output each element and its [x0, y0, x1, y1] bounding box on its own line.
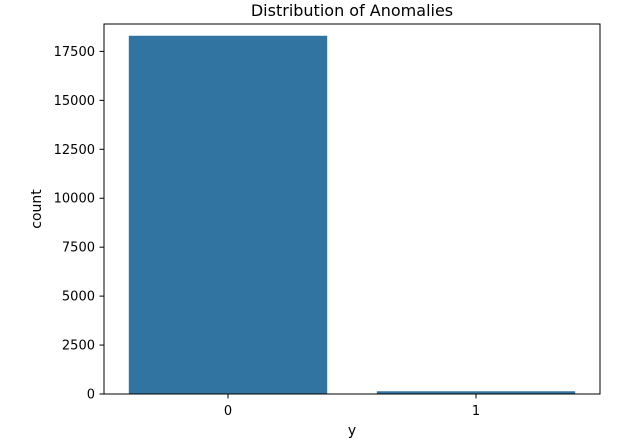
y-tick-label: 10000: [54, 192, 95, 207]
bar-0: [128, 35, 328, 394]
x-tick-label: 0: [224, 404, 232, 419]
chart-title: Distribution of Anomalies: [251, 1, 453, 20]
y-tick-label: 17500: [54, 45, 95, 60]
y-axis: 0 2500 5000 7500 10000 12500 15000 17500: [54, 45, 104, 403]
y-tick-label: 2500: [62, 339, 95, 354]
y-axis-label: count: [29, 189, 45, 229]
bar-1: [376, 391, 576, 394]
y-tick-label: 7500: [62, 241, 95, 256]
x-axis-label: y: [348, 423, 356, 439]
plot-area: [128, 35, 576, 394]
y-tick-label: 5000: [62, 290, 95, 305]
y-tick-label: 0: [87, 388, 95, 403]
y-tick-label: 12500: [54, 143, 95, 158]
y-tick-label: 15000: [54, 94, 95, 109]
x-tick-label: 1: [472, 404, 480, 419]
plot-frame: [103, 23, 601, 395]
